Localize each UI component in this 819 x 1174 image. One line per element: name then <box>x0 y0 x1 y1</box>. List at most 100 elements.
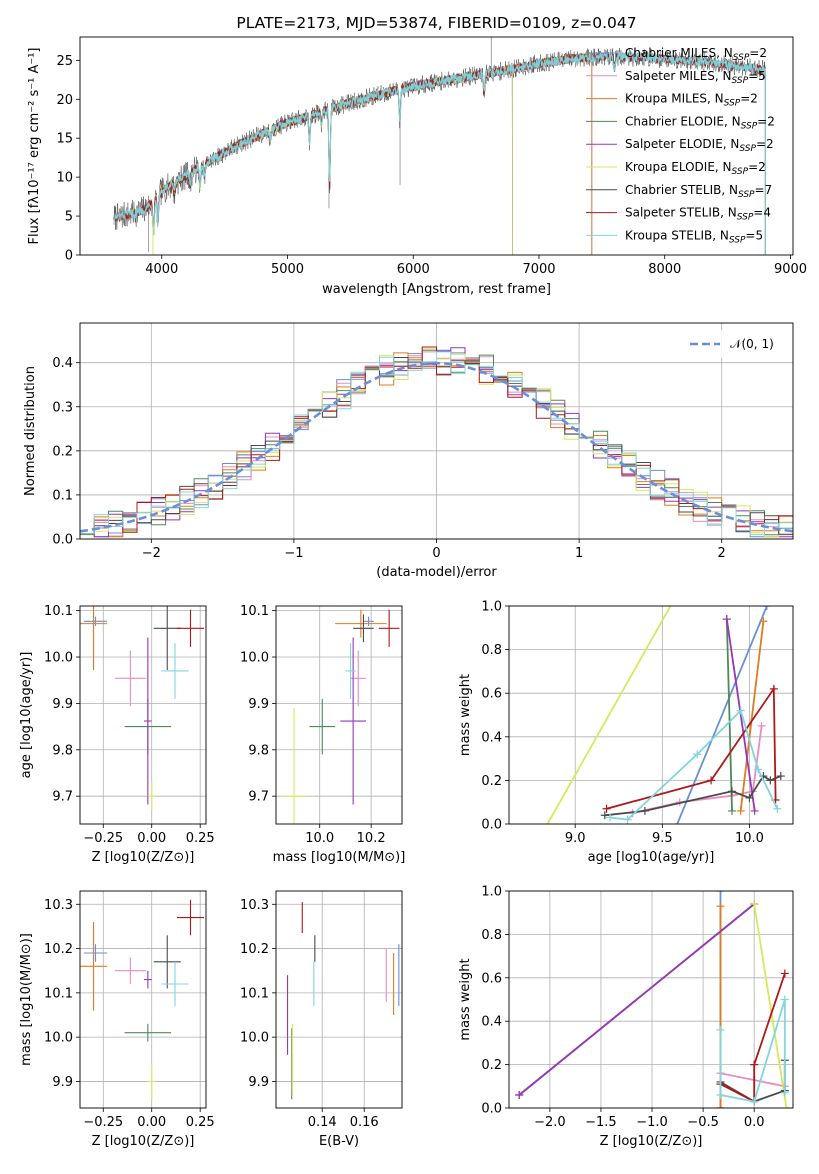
model-line <box>148 64 513 255</box>
weight-point-marker <box>716 1090 725 1099</box>
y-tick-label: 9.9 <box>52 1075 73 1090</box>
legend-suffix: =5 <box>748 69 766 83</box>
errorbar-point <box>80 606 108 671</box>
y-tick-label: 9.8 <box>52 743 73 758</box>
weight-point-marker <box>750 900 759 909</box>
legend-label: Chabrier ELODIE, N <box>625 114 741 128</box>
y-tick-label: 10.3 <box>44 898 73 913</box>
weight-point-marker <box>766 776 775 785</box>
legend-entry: Kroupa ELODIE, NSSP=2 <box>625 160 766 177</box>
plot-area <box>80 346 793 539</box>
x-tick-label: 0.25 <box>186 831 215 846</box>
y-tick-label: 0.4 <box>52 356 73 371</box>
weight-point-marker <box>716 1025 725 1034</box>
x-tick-label: 2 <box>718 546 726 561</box>
weight-series-line <box>725 618 756 812</box>
errorbar-point <box>353 614 374 643</box>
y-tick-label: 9.8 <box>248 743 269 758</box>
plot-area <box>281 609 400 824</box>
weight-point-marker <box>780 1088 789 1097</box>
errorbar-point <box>80 922 108 1011</box>
panel-residuals: −2 −1 0 1 2 0.0 0.1 0.2 0.3 0.4 (data-model)/error… <box>23 322 794 580</box>
errorbar-point <box>114 650 146 707</box>
y-axis-label: mass weight <box>458 674 473 756</box>
x-tick-label: −1 <box>284 546 303 561</box>
weight-point-marker <box>716 902 725 911</box>
weight-point-marker <box>623 815 632 824</box>
errorbar-point <box>83 944 108 962</box>
legend-suffix: =2 <box>748 160 766 174</box>
errorbar-point <box>340 637 366 805</box>
x-tick-label: 0.00 <box>137 831 166 846</box>
legend-entry: Salpeter ELODIE, NSSP=2 <box>625 137 774 154</box>
weight-point-marker <box>745 793 754 802</box>
weight-point-marker <box>776 772 785 781</box>
x-tick-label: −0.25 <box>83 1115 123 1130</box>
x-axis-label: Z [log10(Z/Z⊙)] <box>92 1134 195 1149</box>
x-tick-label: −2 <box>142 546 161 561</box>
legend-entry: Chabrier MILES, NSSP=2 <box>625 46 767 63</box>
y-tick-label: 9.7 <box>52 790 73 805</box>
panel-massweight_vs_age: 9.0 9.5 10.0 0.0 0.2 0.4 0.6 0.8 1.0 age [log10(a… <box>458 600 794 872</box>
weight-point-marker <box>750 1097 759 1106</box>
y-tick-label: 10.1 <box>240 986 269 1001</box>
legend-entry: 𝒩(0, 1) <box>730 337 774 351</box>
legend-entry: Kroupa STELIB, NSSP=5 <box>625 228 763 245</box>
x-tick-label: 8000 <box>648 262 681 277</box>
y-tick-label: 5 <box>65 210 73 225</box>
x-axis-label: age [log10(age/yr)] <box>588 850 715 865</box>
chart-title: PLATE=2173, MJD=53874, FIBERID=0109, z=0… <box>236 14 636 32</box>
weight-point-marker <box>780 969 789 978</box>
panel-mass_vs_Z: −0.25 0.00 0.25 9.9 10.0 10.1 10.2 10.3 Z [log10… <box>19 890 215 1149</box>
weight-series-line <box>720 973 786 1103</box>
legend-subscript: SSP <box>739 144 756 154</box>
x-tick-label: 10.0 <box>305 831 334 846</box>
errorbar-point <box>345 643 356 699</box>
weight-point-marker <box>722 615 731 624</box>
legend-entry: Kroupa MILES, NSSP=2 <box>625 92 758 109</box>
y-tick-label: 9.7 <box>248 790 269 805</box>
y-tick-label: 10.0 <box>44 1031 73 1046</box>
legend-label: Kroupa STELIB, N <box>625 228 729 242</box>
weight-point-marker <box>754 765 763 774</box>
y-tick-label: 0.0 <box>52 533 73 548</box>
y-tick-label: 9.9 <box>248 1075 269 1090</box>
y-tick-label: 10.2 <box>44 942 73 957</box>
legend: 𝒩(0, 1) <box>684 330 784 358</box>
panel-age_vs_Z: −0.25 0.00 0.25 9.7 9.8 9.9 10.0 10.1 Z [log10(Z… <box>19 604 215 865</box>
plot-area <box>80 899 205 1100</box>
legend-suffix: =5 <box>745 228 763 242</box>
y-tick-label: 0.0 <box>481 1102 502 1117</box>
weight-point-marker <box>519 864 527 872</box>
y-axis-label: mass weight <box>458 958 473 1040</box>
plot-area <box>113 37 766 255</box>
model-line <box>113 51 593 255</box>
legend-subscript: SSP <box>724 99 741 109</box>
weight-point-marker <box>750 1060 759 1069</box>
plot-area <box>80 606 205 811</box>
errorbar-point <box>161 961 189 1007</box>
y-axis-label: Normed distribution <box>23 366 38 496</box>
y-tick-label: 10.1 <box>44 604 73 619</box>
legend-suffix: =2 <box>756 137 774 151</box>
panel-mass_vs_EBV: 0.14 0.16 9.9 10.0 10.1 10.2 10.3 E(B-V) <box>240 890 403 1149</box>
legend-suffix: =7 <box>755 183 773 197</box>
y-tick-label: 10.3 <box>240 898 269 913</box>
legend-subscript: SSP <box>729 235 746 245</box>
legend-label: Kroupa MILES, N <box>625 92 724 106</box>
y-tick-label: 0.6 <box>481 687 502 702</box>
x-axis-label: Z [log10(Z/Z⊙)] <box>92 850 195 865</box>
x-tick-label: 6000 <box>397 262 430 277</box>
axes-frame <box>79 322 794 540</box>
errorbar-point <box>161 643 189 699</box>
x-tick-label: 7000 <box>522 262 555 277</box>
weight-series-line <box>720 1060 786 1103</box>
plot-area <box>519 606 785 872</box>
legend-label: Kroupa ELODIE, N <box>625 160 732 174</box>
legend-subscript: SSP <box>733 53 750 63</box>
y-tick-label: 0 <box>65 249 73 264</box>
weight-point-marker <box>600 811 609 820</box>
panel-age_vs_mass: 10.0 10.2 9.7 9.8 9.9 10.0 10.1 mass [log10(M/M… <box>240 604 405 865</box>
legend-subscript: SSP <box>741 121 758 131</box>
